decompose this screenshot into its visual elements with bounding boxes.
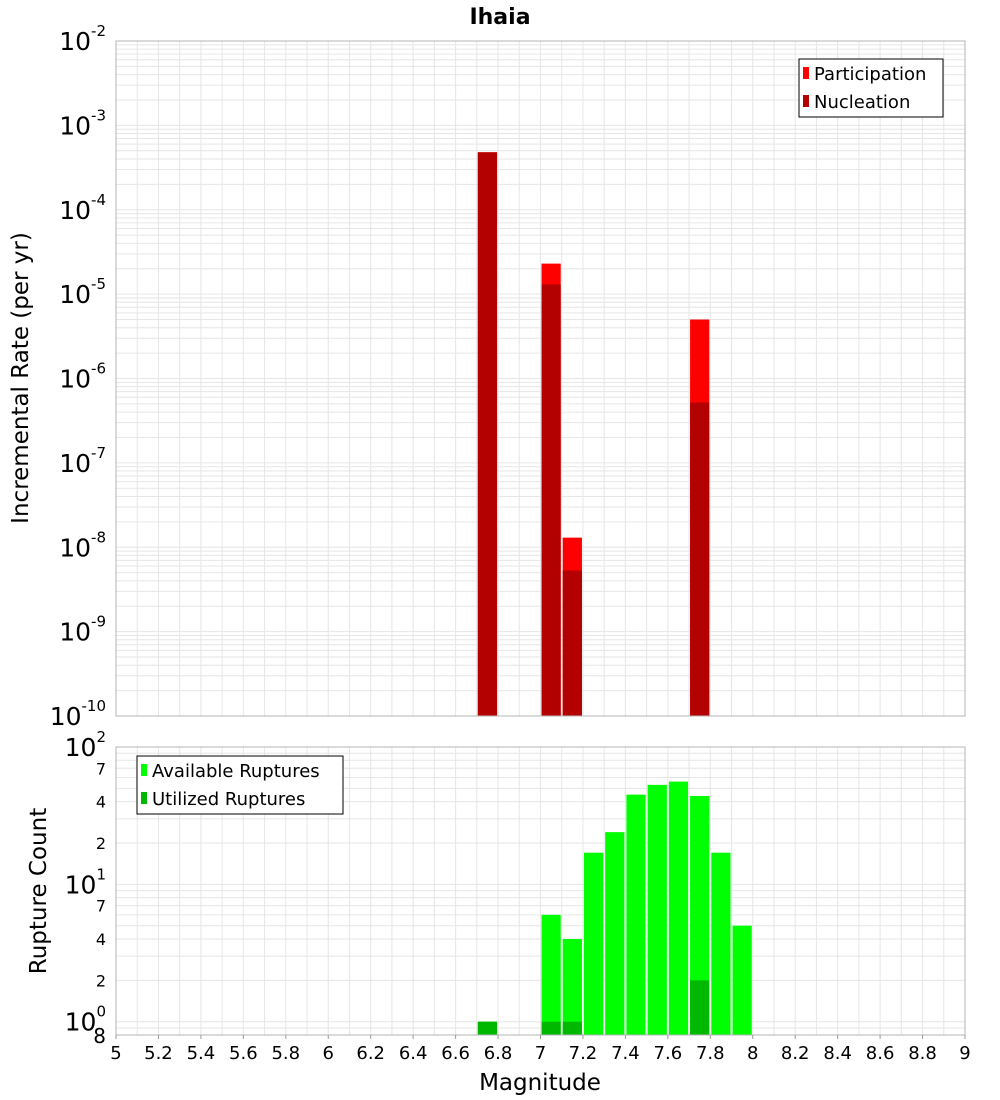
y-minor-tick-label: 7 [96,759,106,778]
legend-swatch [803,67,809,79]
bar-nucleation [562,570,582,716]
rate-gridlines [115,40,966,717]
x-tick-label: 5.2 [144,1043,173,1064]
y-tick-label: 10-8 [59,528,106,562]
rupture-y-ticks: 102 101 100 7 4 2 7 4 2 8 [65,728,106,1048]
y-tick-label: 10-2 [59,22,106,56]
x-tick-label: 8 [747,1043,758,1064]
legend-box [136,755,344,815]
bar-nucleation [690,402,710,716]
y-tick-label: 10-4 [59,191,106,225]
x-tick-label: 8.6 [866,1043,895,1064]
x-tick-label: 7 [535,1043,546,1064]
y-tick-label: 10-3 [59,106,106,140]
bar-utilized-ruptures [541,1021,561,1035]
y-tick-label: 102 [65,728,106,762]
rate-y-axis-label: Incremental Rate (per yr) [8,232,34,524]
bar-available-ruptures [732,925,752,1035]
legend-entry: Nucleation [814,92,910,113]
rate-y-ticks: 10-2 10-3 10-4 10-5 10-6 10-7 10-8 10-9 10-10 [50,22,106,731]
x-tick-label: 5.8 [271,1043,300,1064]
rate-plot-frame [115,40,966,717]
x-tick-label: 6 [323,1043,334,1064]
x-tick-label: 8.8 [908,1043,937,1064]
bar-available-ruptures [626,794,646,1035]
x-tick-label: 6.2 [356,1043,385,1064]
legend-box [798,58,944,118]
x-tick-label: 8.2 [781,1043,810,1064]
y-tick-label: 10-6 [59,360,106,394]
x-tick-label: 6.8 [484,1043,513,1064]
bar-utilized-ruptures [562,1021,582,1035]
chart-title: Ihaia [469,5,530,30]
bar-available-ruptures [541,914,561,1035]
bar-available-ruptures [562,939,582,1035]
x-tick-label: 5.6 [229,1043,258,1064]
legend-swatch [141,792,147,804]
legend-entry: Participation [814,64,926,85]
x-tick-label: 7.2 [569,1043,598,1064]
legend-swatch [141,764,147,776]
x-tick-label: 5 [110,1043,121,1064]
rupture-legend: Available Ruptures Utilized Ruptures [136,755,344,815]
y-minor-tick-label: 7 [96,897,106,916]
x-tick-label: 7.8 [696,1043,725,1064]
rate-bars [477,152,710,716]
bar-available-ruptures [668,781,689,1035]
legend-entry: Utilized Ruptures [152,789,305,810]
bar-available-ruptures [647,784,667,1035]
bar-utilized-ruptures [690,980,710,1035]
y-minor-tick-label: 4 [96,793,106,812]
bar-available-ruptures [711,852,731,1035]
y-tick-label: 101 [65,865,106,899]
y-tick-label: 10-9 [59,613,106,647]
y-minor-tick-label: 8 [93,1024,106,1048]
x-tick-label: 8.4 [823,1043,852,1064]
bar-utilized-ruptures [477,1021,498,1035]
rupture-y-axis-label: Rupture Count [26,808,52,974]
x-tick-label: 7.4 [611,1043,640,1064]
y-tick-label: 10-5 [59,275,106,309]
x-tick-label: 7.6 [654,1043,683,1064]
x-axis-label: Magnitude [479,1070,601,1096]
y-minor-tick-label: 2 [96,834,106,853]
y-minor-tick-label: 2 [96,971,106,990]
legend-entry: Available Ruptures [152,761,320,782]
bar-nucleation [541,284,561,716]
legend-swatch [803,95,809,107]
x-tick-label: 6.6 [441,1043,470,1064]
y-tick-label: 10-10 [50,697,106,731]
x-tick-label: 6.4 [399,1043,428,1064]
y-tick-label: 10-7 [59,444,106,478]
bar-available-ruptures [690,795,710,1035]
rupture-bars [477,781,752,1035]
bar-available-ruptures [605,832,625,1035]
rate-legend: Participation Nucleation [798,58,944,118]
rupture-count-panel: 102 101 100 7 4 2 7 4 2 8 5 5.2 5.4 5.6 5.8 6 6.2 6.4 6.6… [26,728,971,1096]
x-tick-label: 5.4 [187,1043,216,1064]
rate-panel: 10-2 10-3 10-4 10-5 10-6 10-7 10-8 10-9 10-10 In… [8,22,966,731]
bar-available-ruptures [583,852,604,1035]
y-minor-tick-label: 4 [96,930,106,949]
y-tick-label: 100 [65,1003,106,1037]
x-tick-label: 9 [959,1043,970,1064]
bar-nucleation [477,152,498,716]
magnitude-x-ticks: 5 5.2 5.4 5.6 5.8 6 6.2 6.4 6.6 6.8 7 7.2 7.4 7.6 7.8 8… [110,1035,971,1064]
